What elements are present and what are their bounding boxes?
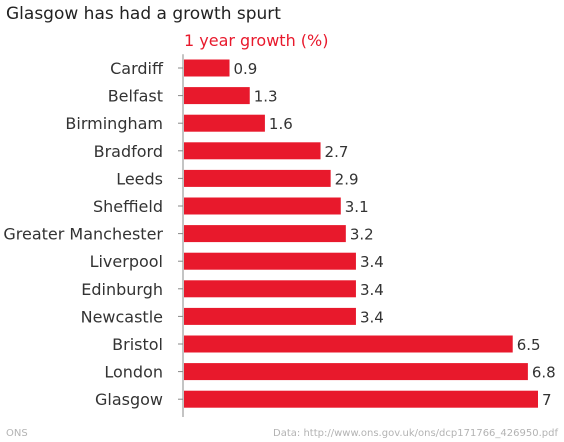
- category-label: Bradford: [94, 142, 163, 161]
- bar: [184, 114, 265, 132]
- category-label: Newcastle: [81, 307, 163, 326]
- bar: [184, 390, 538, 408]
- bar: [184, 142, 321, 160]
- value-label: 1.3: [254, 88, 278, 106]
- bar: [184, 169, 331, 187]
- bar: [184, 197, 341, 215]
- value-label: 3.4: [360, 253, 384, 271]
- value-label: 6.5: [517, 336, 541, 354]
- category-label: London: [104, 363, 163, 382]
- value-label: 2.9: [335, 170, 359, 188]
- source-credit: ONS: [6, 428, 28, 439]
- bar: [184, 280, 356, 298]
- category-label: Bristol: [112, 335, 163, 354]
- bar: [184, 225, 346, 243]
- value-label: 0.9: [234, 60, 258, 78]
- value-label: 3.2: [350, 226, 374, 244]
- value-label: 3.1: [345, 198, 369, 216]
- value-label: 6.8: [532, 364, 556, 382]
- category-label: Edinburgh: [81, 280, 163, 299]
- value-label: 3.4: [360, 281, 384, 299]
- value-label: 1.6: [269, 115, 293, 133]
- bar: [184, 59, 230, 77]
- value-label: 7: [542, 391, 552, 409]
- category-label: Cardiff: [110, 59, 164, 78]
- bar: [184, 335, 513, 353]
- bar: [184, 307, 356, 325]
- category-label: Liverpool: [90, 252, 163, 271]
- bar: [184, 252, 356, 270]
- category-label: Sheffield: [93, 197, 163, 216]
- data-source-url: Data: http://www.ons.gov.uk/ons/dcp17176…: [273, 428, 558, 439]
- category-label: Belfast: [108, 87, 163, 106]
- value-label: 3.4: [360, 308, 384, 326]
- category-label: Glasgow: [95, 390, 163, 409]
- category-label: Leeds: [116, 169, 163, 188]
- bar: [184, 363, 528, 381]
- series-label: 1 year growth (%): [184, 31, 329, 50]
- bar: [184, 87, 250, 105]
- category-label: Birmingham: [65, 114, 163, 133]
- chart-title: Glasgow has had a growth spurt: [6, 4, 281, 24]
- category-label: Greater Manchester: [3, 225, 163, 244]
- value-label: 2.7: [325, 143, 349, 161]
